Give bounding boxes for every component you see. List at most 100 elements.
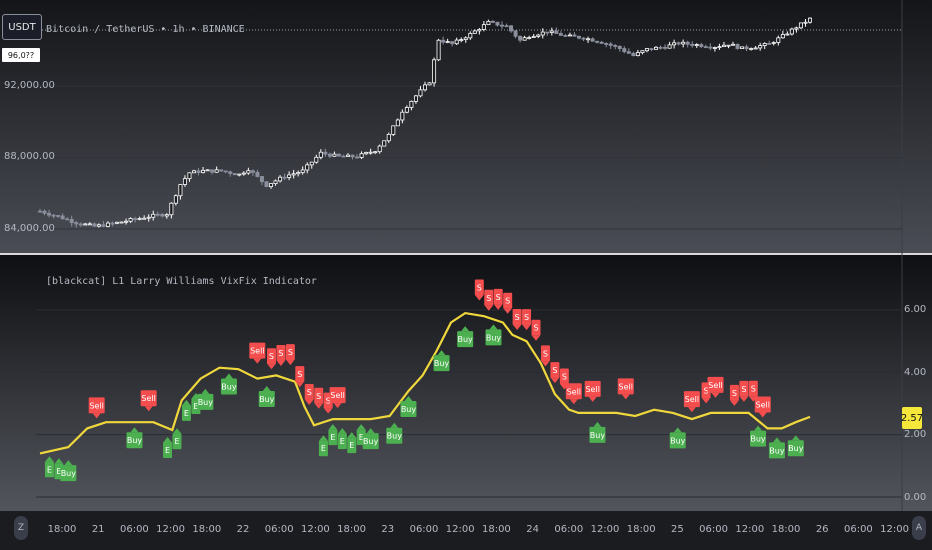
candle[interactable] <box>187 172 192 180</box>
candle[interactable] <box>572 34 577 37</box>
buy-signal-label[interactable]: E <box>172 428 182 450</box>
candle[interactable] <box>604 43 609 45</box>
candle[interactable] <box>803 21 808 24</box>
candle[interactable] <box>228 171 233 174</box>
candle[interactable] <box>78 223 83 226</box>
candle[interactable] <box>432 59 437 84</box>
candle[interactable] <box>264 181 269 187</box>
candle[interactable] <box>355 156 360 159</box>
candle[interactable] <box>785 33 790 36</box>
candle[interactable] <box>577 35 582 39</box>
candle[interactable] <box>246 170 251 174</box>
candle[interactable] <box>771 42 776 44</box>
sell-signal-label[interactable]: Sell <box>707 376 724 398</box>
candle[interactable] <box>794 27 799 30</box>
candle[interactable] <box>735 43 740 49</box>
candle[interactable] <box>391 125 396 135</box>
candle[interactable] <box>255 171 260 177</box>
candle[interactable] <box>667 44 672 49</box>
candle[interactable] <box>581 37 586 40</box>
candle[interactable] <box>128 218 133 222</box>
candle[interactable] <box>762 43 767 46</box>
buy-signal-label[interactable]: Buy <box>386 422 403 444</box>
candle[interactable] <box>309 161 314 166</box>
candle[interactable] <box>658 46 663 49</box>
candle[interactable] <box>201 169 206 174</box>
sell-signal-label[interactable]: Sell <box>140 390 157 412</box>
candle[interactable] <box>273 180 278 185</box>
candle[interactable] <box>96 224 101 227</box>
sell-signal-label[interactable]: S <box>739 380 749 402</box>
candle[interactable] <box>191 170 196 174</box>
candle[interactable] <box>436 39 441 61</box>
candle[interactable] <box>776 37 781 43</box>
candle[interactable] <box>341 155 346 158</box>
candle[interactable] <box>327 153 332 157</box>
candle[interactable] <box>712 47 717 49</box>
candle[interactable] <box>368 151 373 154</box>
candle[interactable] <box>42 210 47 214</box>
sell-signal-label[interactable]: Sell <box>88 397 105 419</box>
candle[interactable] <box>744 46 749 50</box>
candle[interactable] <box>789 28 794 35</box>
candle[interactable] <box>567 34 572 37</box>
candle[interactable] <box>626 51 631 54</box>
sell-signal-label[interactable]: S <box>266 348 276 370</box>
candle[interactable] <box>38 210 43 213</box>
candle[interactable] <box>427 82 432 86</box>
candle[interactable] <box>51 214 56 217</box>
candle[interactable] <box>418 89 423 97</box>
candle[interactable] <box>586 38 591 41</box>
candle[interactable] <box>717 46 722 49</box>
candle[interactable] <box>617 45 622 49</box>
candle[interactable] <box>441 39 446 43</box>
candle[interactable] <box>663 46 668 49</box>
sell-signal-label[interactable]: S <box>276 345 286 367</box>
candle[interactable] <box>513 30 518 37</box>
candle[interactable] <box>749 48 754 50</box>
symbol-badge[interactable]: USDT <box>2 14 42 40</box>
candle[interactable] <box>490 20 495 23</box>
sell-signal-label[interactable]: S <box>729 384 739 406</box>
sell-signal-label[interactable]: Sell <box>565 383 582 405</box>
candle[interactable] <box>590 38 595 42</box>
candle[interactable] <box>119 221 124 224</box>
candle[interactable] <box>486 20 491 26</box>
candle[interactable] <box>404 107 409 113</box>
candle[interactable] <box>241 172 246 175</box>
sell-signal-label[interactable]: S <box>512 309 522 331</box>
candle[interactable] <box>332 153 337 157</box>
candle[interactable] <box>681 41 686 45</box>
candle[interactable] <box>232 173 237 176</box>
candle[interactable] <box>350 154 355 158</box>
candle[interactable] <box>726 44 731 47</box>
candle[interactable] <box>608 43 613 46</box>
buy-signal-label[interactable]: Buy <box>400 396 417 418</box>
candle[interactable] <box>296 172 301 175</box>
candle[interactable] <box>74 222 79 225</box>
buy-signal-label[interactable]: Buy <box>220 373 237 395</box>
candle[interactable] <box>481 24 486 30</box>
candle[interactable] <box>540 31 545 36</box>
candle[interactable] <box>314 156 319 163</box>
candle[interactable] <box>649 48 654 50</box>
candle[interactable] <box>758 45 763 49</box>
candle[interactable] <box>708 46 713 49</box>
candle[interactable] <box>400 111 405 121</box>
sell-signal-label[interactable]: S <box>314 387 324 409</box>
candle[interactable] <box>160 213 165 217</box>
candle[interactable] <box>676 42 681 45</box>
candle[interactable] <box>137 218 142 220</box>
candle[interactable] <box>495 21 500 26</box>
candle[interactable] <box>463 37 468 41</box>
candle[interactable] <box>182 178 187 185</box>
candle[interactable] <box>767 43 772 45</box>
buy-signal-label[interactable]: E <box>347 432 357 454</box>
buy-signal-label[interactable]: Buy <box>787 435 804 457</box>
sell-signal-label[interactable]: Sell <box>584 380 601 402</box>
candle[interactable] <box>527 37 532 39</box>
buy-signal-label[interactable]: E <box>181 399 191 421</box>
candle[interactable] <box>699 44 704 48</box>
buy-signal-label[interactable]: Buy <box>197 388 214 410</box>
candle[interactable] <box>105 222 110 227</box>
